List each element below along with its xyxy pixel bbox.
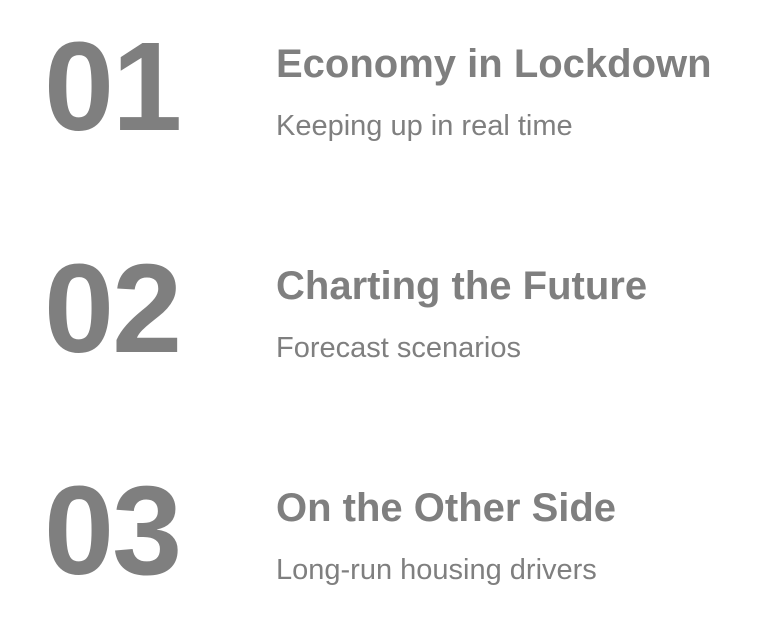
section-subtitle: Long-run housing drivers (276, 554, 597, 586)
section-number: 03 (44, 460, 182, 601)
section-number: 02 (44, 238, 182, 379)
toc-section-1: 01 Economy in Lockdown Keeping up in rea… (0, 24, 767, 174)
section-title: On the Other Side (276, 486, 617, 530)
section-title: Economy in Lockdown (276, 42, 712, 86)
section-title: Charting the Future (276, 264, 648, 308)
toc-section-2: 02 Charting the Future Forecast scenario… (0, 246, 767, 396)
section-subtitle: Forecast scenarios (276, 332, 521, 364)
toc-section-3: 03 On the Other Side Long-run housing dr… (0, 468, 767, 618)
section-subtitle: Keeping up in real time (276, 110, 573, 142)
section-number: 01 (44, 16, 182, 157)
